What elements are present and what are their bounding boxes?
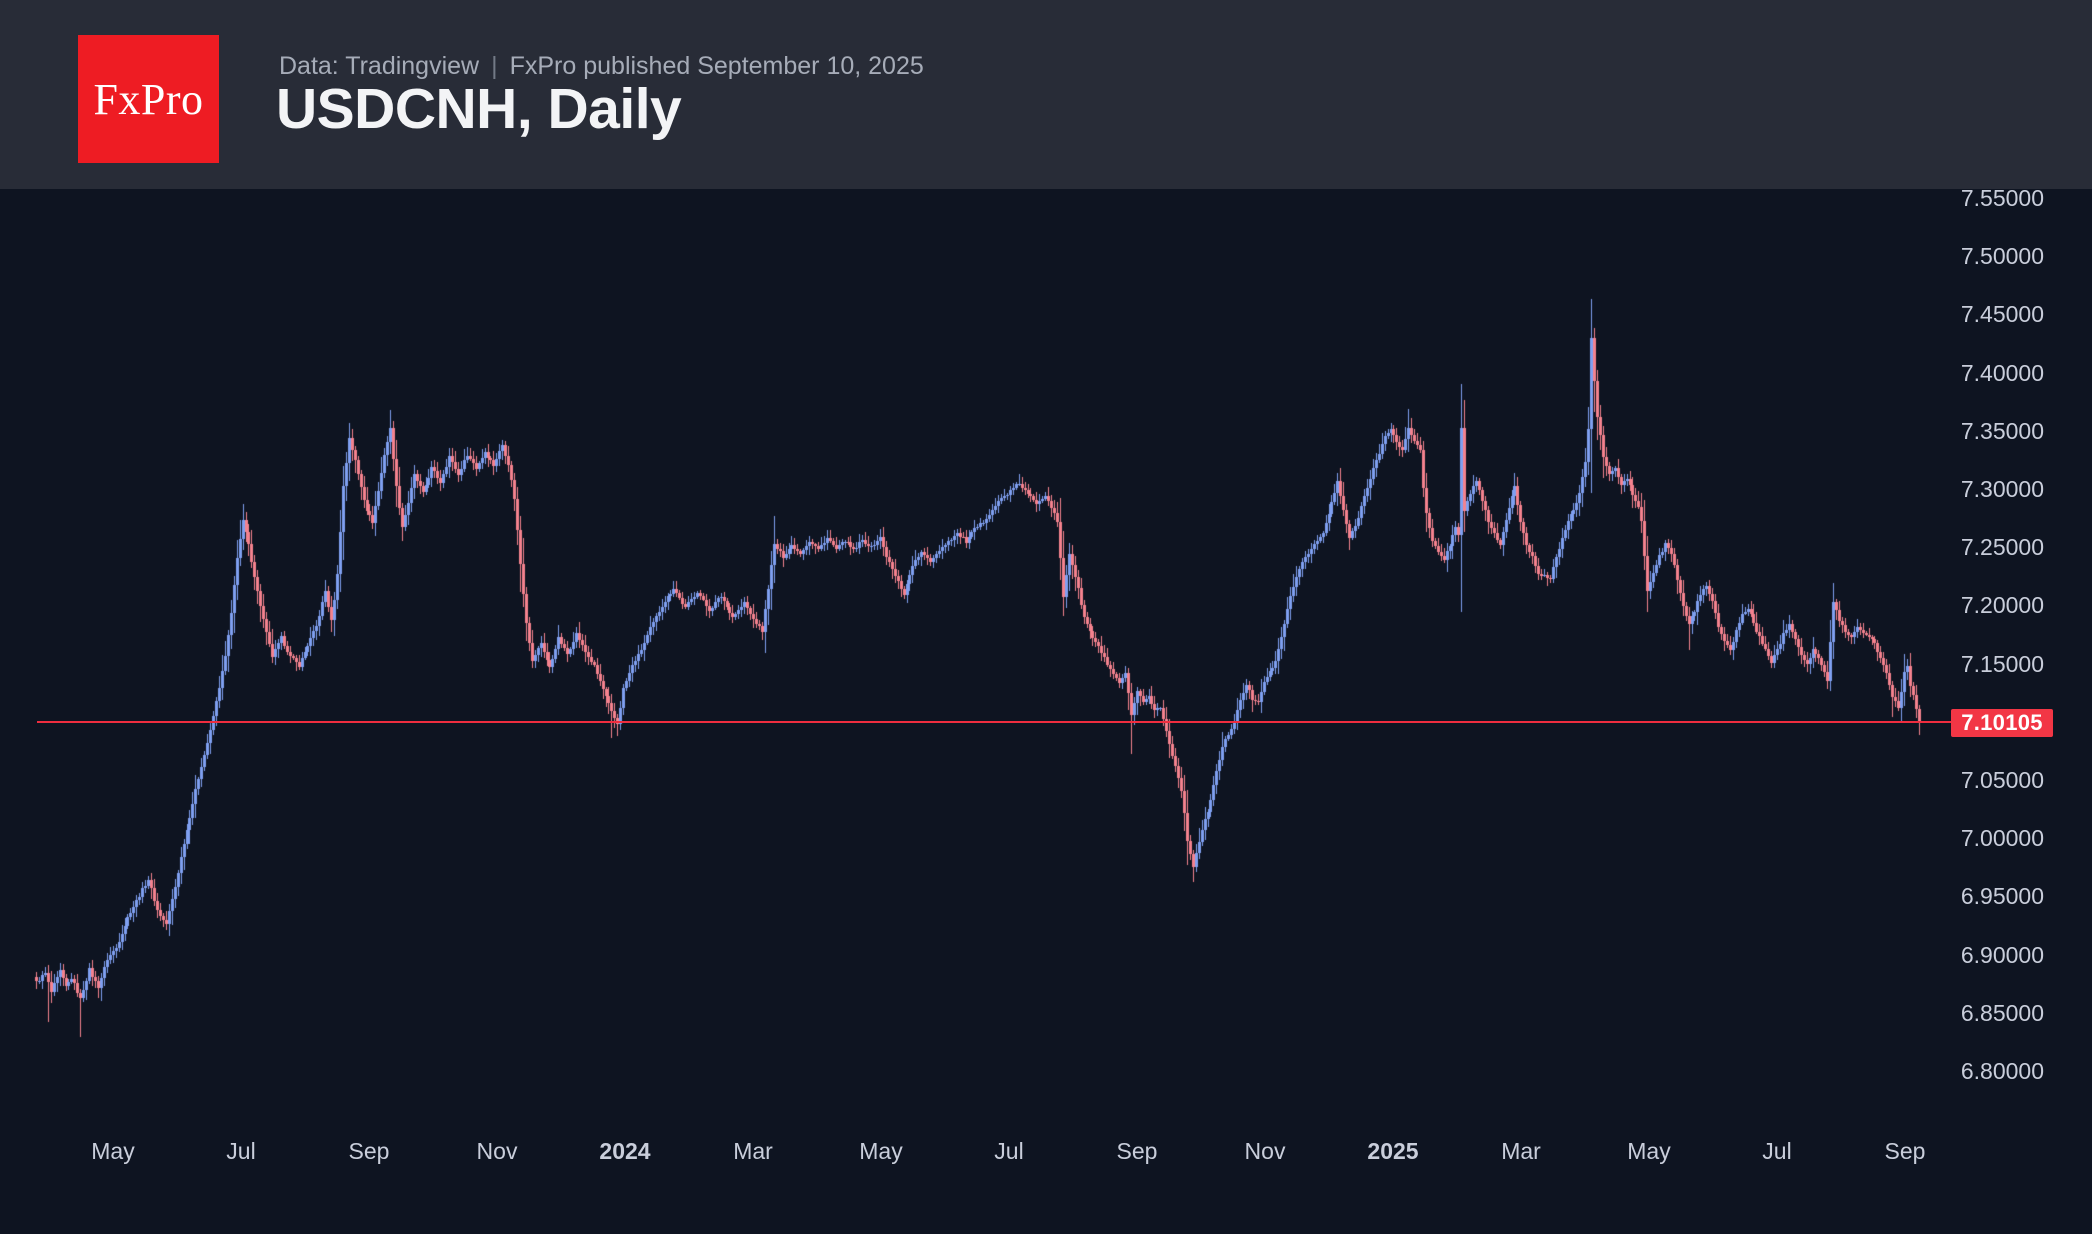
current-price-tag: 7.10105: [1951, 709, 2053, 737]
x-axis-tick-label: Jul: [1762, 1138, 1792, 1164]
x-axis-tick-label: 2025: [1367, 1138, 1419, 1164]
y-axis-tick-label: 6.90000: [1960, 941, 2044, 968]
x-axis-tick-label: Nov: [1244, 1138, 1286, 1164]
y-axis-tick-label: 7.25000: [1960, 534, 2044, 561]
y-axis-tick-label: 7.00000: [1960, 825, 2044, 852]
y-axis-tick-label: 7.40000: [1960, 359, 2044, 386]
y-axis-tick-label: 7.45000: [1960, 301, 2044, 328]
y-axis-tick-label: 6.80000: [1960, 1058, 2044, 1084]
y-axis-tick-label: 7.50000: [1960, 243, 2044, 270]
x-axis-tick-label: Mar: [733, 1138, 773, 1164]
current-price-line: [37, 721, 1951, 723]
x-axis-tick-label: Mar: [1501, 1138, 1541, 1164]
x-axis-tick-label: May: [91, 1138, 135, 1164]
y-axis-tick-label: 7.20000: [1960, 592, 2044, 619]
y-axis-tick-label: 7.35000: [1960, 417, 2044, 444]
y-axis-tick-label: 7.30000: [1960, 476, 2044, 502]
x-axis-tick-label: May: [1627, 1138, 1671, 1164]
x-axis-tick-label: May: [859, 1138, 903, 1164]
y-axis-tick-label: 6.85000: [1960, 999, 2044, 1026]
x-axis-tick-label: Nov: [476, 1138, 518, 1164]
x-axis-tick-label: 2024: [599, 1138, 651, 1164]
y-axis-tick-label: 7.05000: [1960, 767, 2044, 793]
x-axis-tick-label: Sep: [348, 1138, 390, 1164]
x-axis-tick-label: Sep: [1884, 1138, 1926, 1164]
y-axis-tick-label: 7.15000: [1960, 650, 2044, 677]
x-axis-tick-label: Jul: [994, 1138, 1024, 1164]
x-axis-tick-label: Sep: [1116, 1138, 1158, 1164]
y-axis-tick-label: 6.95000: [1960, 883, 2044, 910]
y-axis-tick-label: 7.55000: [1960, 185, 2044, 211]
x-axis-tick-label: Jul: [226, 1138, 256, 1164]
